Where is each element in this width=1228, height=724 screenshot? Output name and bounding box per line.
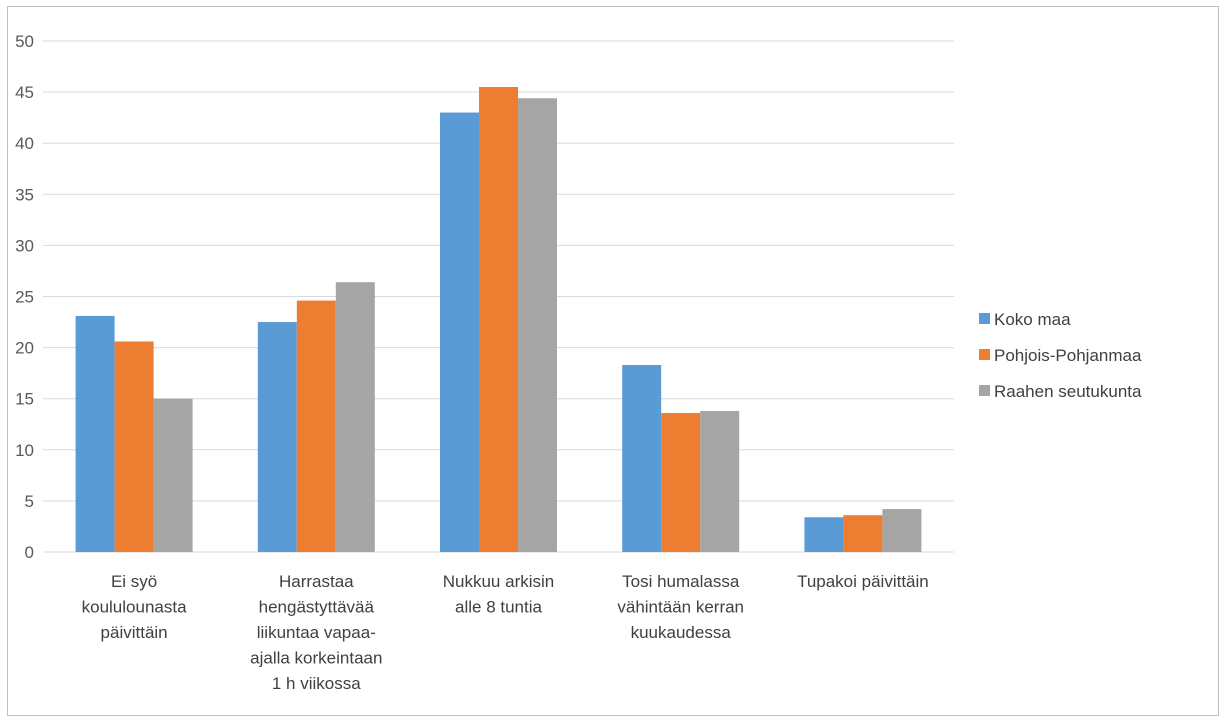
- bar: [622, 364, 662, 552]
- bar: [296, 300, 336, 552]
- y-tick-label: 30: [15, 236, 34, 255]
- x-tick-label: Ei syö koululounasta päivittäin: [82, 572, 187, 642]
- bar: [479, 86, 518, 553]
- legend-label: Pohjois-Pohjanmaa: [994, 346, 1142, 365]
- legend-swatch: [979, 385, 990, 396]
- bar: [440, 112, 479, 552]
- bar: [257, 322, 297, 552]
- y-tick-label: 10: [15, 441, 34, 460]
- x-tick-label-line: vähintään kerran: [617, 598, 744, 617]
- x-tick-label-line: Tupakoi päivittäin: [797, 572, 929, 591]
- x-tick-label-line: 1 h viikossa: [272, 674, 361, 693]
- y-tick-label: 45: [15, 83, 34, 102]
- x-tick-label: Tosi humalassa vähintään kerran kuukaudess…: [617, 572, 744, 642]
- y-tick-label: 50: [15, 32, 34, 51]
- bar: [153, 398, 193, 552]
- legend: Koko maa Pohjois-Pohjanmaa Raahen seutukun…: [979, 310, 1142, 401]
- bar: [882, 509, 922, 552]
- x-tick-label-line: Nukkuu arkisin: [443, 572, 555, 591]
- x-axis: Ei syö koululounasta päivittäin Harrastaa he…: [82, 572, 929, 693]
- bar: [661, 413, 701, 552]
- chart-frame: 0 5 10 15 20 25 30 35 40 45 50 Ei syö koululounasta…: [7, 6, 1219, 716]
- y-tick-label: 25: [15, 288, 34, 307]
- y-tick-label: 40: [15, 134, 34, 153]
- x-tick-label: Harrastaa hengästyttävää liikuntaa vapaa-a…: [250, 572, 382, 693]
- x-tick-label-line: hengästyttävää: [259, 598, 375, 617]
- x-tick-label: Nukkuu arkisin alle 8 tuntia: [443, 572, 555, 617]
- x-tick-label-line: koululounasta: [82, 598, 187, 617]
- x-tick-label-line: liikuntaa vapaa-: [257, 623, 376, 642]
- bar: [518, 98, 557, 553]
- bar: [843, 515, 883, 552]
- x-tick-label-line: Tosi humalassa: [622, 572, 740, 591]
- bar: [804, 517, 844, 552]
- legend-label: Koko maa: [994, 310, 1071, 329]
- x-tick-label-line: ajalla korkeintaan: [250, 649, 382, 668]
- x-tick-label-line: alle 8 tuntia: [455, 598, 542, 617]
- y-tick-label: 5: [25, 492, 34, 511]
- y-axis: 0 5 10 15 20 25 30 35 40 45 50: [15, 32, 34, 562]
- bars: [75, 86, 922, 553]
- bar: [335, 282, 375, 552]
- y-tick-label: 20: [15, 339, 34, 358]
- x-tick-label-line: Ei syö: [111, 572, 157, 591]
- legend-swatch: [979, 313, 990, 324]
- x-tick-label-line: kuukaudessa: [631, 623, 732, 642]
- y-tick-label: 0: [25, 543, 34, 562]
- bar: [700, 410, 740, 552]
- y-tick-label: 15: [15, 390, 34, 409]
- x-tick-label: Tupakoi päivittäin: [797, 572, 929, 591]
- bar-chart: 0 5 10 15 20 25 30 35 40 45 50 Ei syö koululounasta…: [15, 32, 1142, 693]
- x-tick-label-line: Harrastaa: [279, 572, 354, 591]
- bar: [75, 315, 115, 552]
- legend-swatch: [979, 349, 990, 360]
- legend-label: Raahen seutukunta: [994, 382, 1142, 401]
- x-tick-label-line: päivittäin: [101, 623, 168, 642]
- bar: [114, 341, 154, 552]
- y-tick-label: 35: [15, 185, 34, 204]
